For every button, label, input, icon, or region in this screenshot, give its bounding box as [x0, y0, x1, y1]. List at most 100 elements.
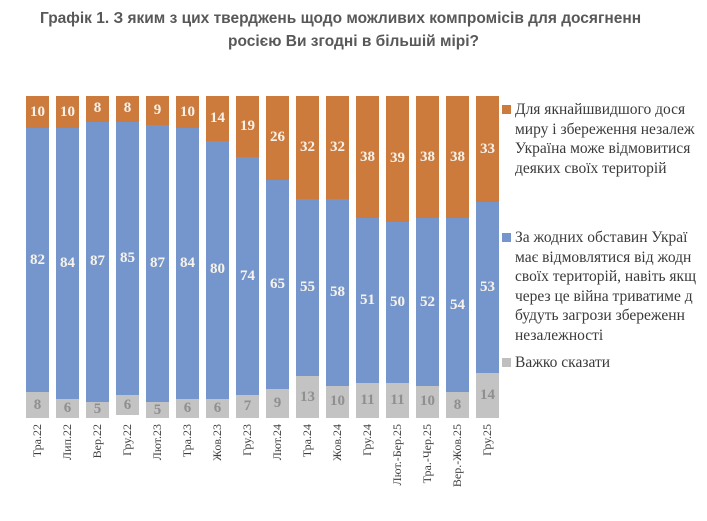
stacked-bar: 32 55 13 — [296, 96, 319, 418]
chart-title-line1: Графік 1. З яким з цих тверджень щодо мо… — [40, 10, 642, 27]
bar-value-label: 51 — [360, 291, 375, 308]
bar-segment: 85 — [116, 121, 139, 396]
legend-label-line: Україна може відмовитися — [515, 140, 691, 157]
bar-value-label: 10 — [60, 103, 75, 120]
bar-value-label: 58 — [330, 283, 345, 300]
bar-value-label: 9 — [153, 101, 162, 118]
bar-segment: 9 — [266, 389, 289, 418]
x-axis-label: Лют.23 — [150, 424, 164, 461]
bar-segment: 10 — [326, 385, 349, 418]
bar-value-label: 50 — [390, 293, 405, 310]
x-axis-label: Гру.25 — [480, 424, 494, 456]
bar-value-label: 10 — [420, 393, 435, 410]
bar-segment: 87 — [146, 124, 169, 403]
bar-value-label: 10 — [30, 103, 45, 120]
x-axis-label: Лют.-Бер.25 — [390, 424, 404, 486]
bar-value-label: 74 — [240, 267, 255, 284]
bar-segment: 10 — [26, 96, 49, 129]
bar-segment: 39 — [386, 96, 409, 222]
legend-label-line: Важко сказати — [515, 354, 611, 371]
bar-value-label: 38 — [420, 148, 435, 165]
x-axis-label-cell: Тра.-Чер.25 — [416, 424, 439, 519]
legend-swatch-icon — [502, 358, 511, 367]
legend-label: Важко сказати — [515, 353, 707, 373]
bar-value-label: 33 — [480, 140, 495, 157]
legend-label-line: має відмовлятися від жодн — [515, 248, 692, 266]
bar-value-label: 38 — [360, 148, 375, 165]
bar-segment: 38 — [446, 96, 469, 219]
x-axis-label-cell: Лют.-Бер.25 — [386, 424, 409, 519]
legend-swatch-icon — [502, 105, 511, 114]
bar-value-label: 14 — [210, 110, 225, 127]
bar-value-label: 85 — [120, 250, 135, 267]
stacked-bar: 10 84 6 — [176, 96, 199, 418]
legend-item: Важко сказати — [502, 353, 707, 373]
bar-segment: 54 — [446, 218, 469, 393]
legend-label-line: будуть загрози збереженн — [515, 307, 685, 324]
bar-value-label: 84 — [60, 254, 75, 271]
bar-segment: 19 — [236, 96, 259, 158]
bar-value-label: 6 — [213, 399, 222, 416]
bar-value-label: 11 — [360, 391, 375, 408]
bar-segment: 7 — [236, 395, 259, 418]
x-axis-label-cell: Лют.24 — [266, 424, 289, 519]
stacked-bar: 14 80 6 — [206, 96, 229, 418]
stacked-bar: 26 65 9 — [266, 96, 289, 418]
x-axis-label: Вер.22 — [90, 424, 104, 459]
x-axis-label: Тра.23 — [180, 424, 194, 458]
bar-value-label: 55 — [300, 279, 315, 296]
bar-value-label: 8 — [123, 100, 132, 117]
bar-value-label: 8 — [33, 396, 42, 413]
bar-value-label: 8 — [93, 100, 102, 117]
bar-value-label: 6 — [123, 396, 132, 413]
x-axis-label-cell: Гру.25 — [476, 424, 499, 519]
bar-value-label: 38 — [450, 148, 465, 165]
bar-segment: 11 — [356, 382, 379, 418]
stacked-bar: 9 87 5 — [146, 96, 169, 418]
bar-segment: 6 — [56, 398, 79, 418]
bar-segment: 9 — [146, 96, 169, 125]
x-axis-label: Тра.22 — [30, 424, 44, 458]
bar-segment: 50 — [386, 221, 409, 383]
bar-value-label: 6 — [183, 399, 192, 416]
bar-segment: 52 — [416, 218, 439, 386]
bar-value-label: 87 — [90, 253, 105, 270]
bar-segment: 6 — [206, 398, 229, 418]
bar-value-label: 52 — [420, 293, 435, 310]
legend-label-line: незалежності — [515, 326, 604, 344]
legend-label-line: За жодних обставин Украї — [515, 229, 688, 246]
bar-segment: 51 — [356, 218, 379, 383]
bar-value-label: 84 — [180, 254, 195, 271]
stacked-bar: 38 52 10 — [416, 96, 439, 418]
x-axis-label-cell: Гру.22 — [116, 424, 139, 519]
x-axis-label: Вер.-Жов.25 — [450, 424, 464, 488]
x-axis-label-cell: Гру.23 — [236, 424, 259, 519]
stacked-bar: 33 53 14 — [476, 96, 499, 418]
x-axis-label-cell: Лип.22 — [56, 424, 79, 519]
x-axis-label: Лип.22 — [60, 424, 74, 460]
bar-value-label: 26 — [270, 129, 285, 146]
bar-segment: 84 — [176, 128, 199, 399]
bar-value-label: 54 — [450, 296, 465, 313]
x-axis-label-cell: Тра.24 — [296, 424, 319, 519]
x-axis-label: Гру.24 — [360, 424, 374, 456]
bar-value-label: 39 — [390, 150, 405, 167]
bar-segment: 8 — [26, 392, 49, 418]
bar-value-label: 13 — [300, 388, 315, 405]
x-axis-label: Тра.-Чер.25 — [420, 424, 434, 484]
x-axis-label: Гру.23 — [240, 424, 254, 456]
bar-segment: 26 — [266, 96, 289, 180]
legend-label-line: деяких своїх територій — [515, 159, 667, 177]
bar-segment: 8 — [86, 96, 109, 122]
legend-label: За жодних обставин Украї має відмовлятися… — [515, 228, 707, 345]
bar-segment: 53 — [476, 202, 499, 373]
x-axis-label-cell: Тра.22 — [26, 424, 49, 519]
bar-segment: 6 — [176, 398, 199, 418]
bar-value-label: 10 — [330, 393, 345, 410]
legend-label: Для якнайшвидшого дося миру і збереження … — [515, 100, 707, 178]
legend-swatch-icon — [502, 233, 511, 242]
bar-segment: 58 — [326, 199, 349, 386]
bar-value-label: 32 — [330, 139, 345, 156]
bar-value-label: 7 — [243, 398, 252, 415]
